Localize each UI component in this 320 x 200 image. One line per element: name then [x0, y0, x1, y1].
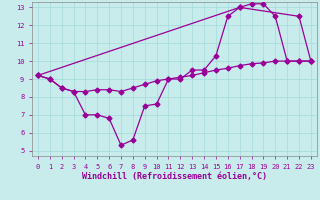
- X-axis label: Windchill (Refroidissement éolien,°C): Windchill (Refroidissement éolien,°C): [82, 172, 267, 181]
